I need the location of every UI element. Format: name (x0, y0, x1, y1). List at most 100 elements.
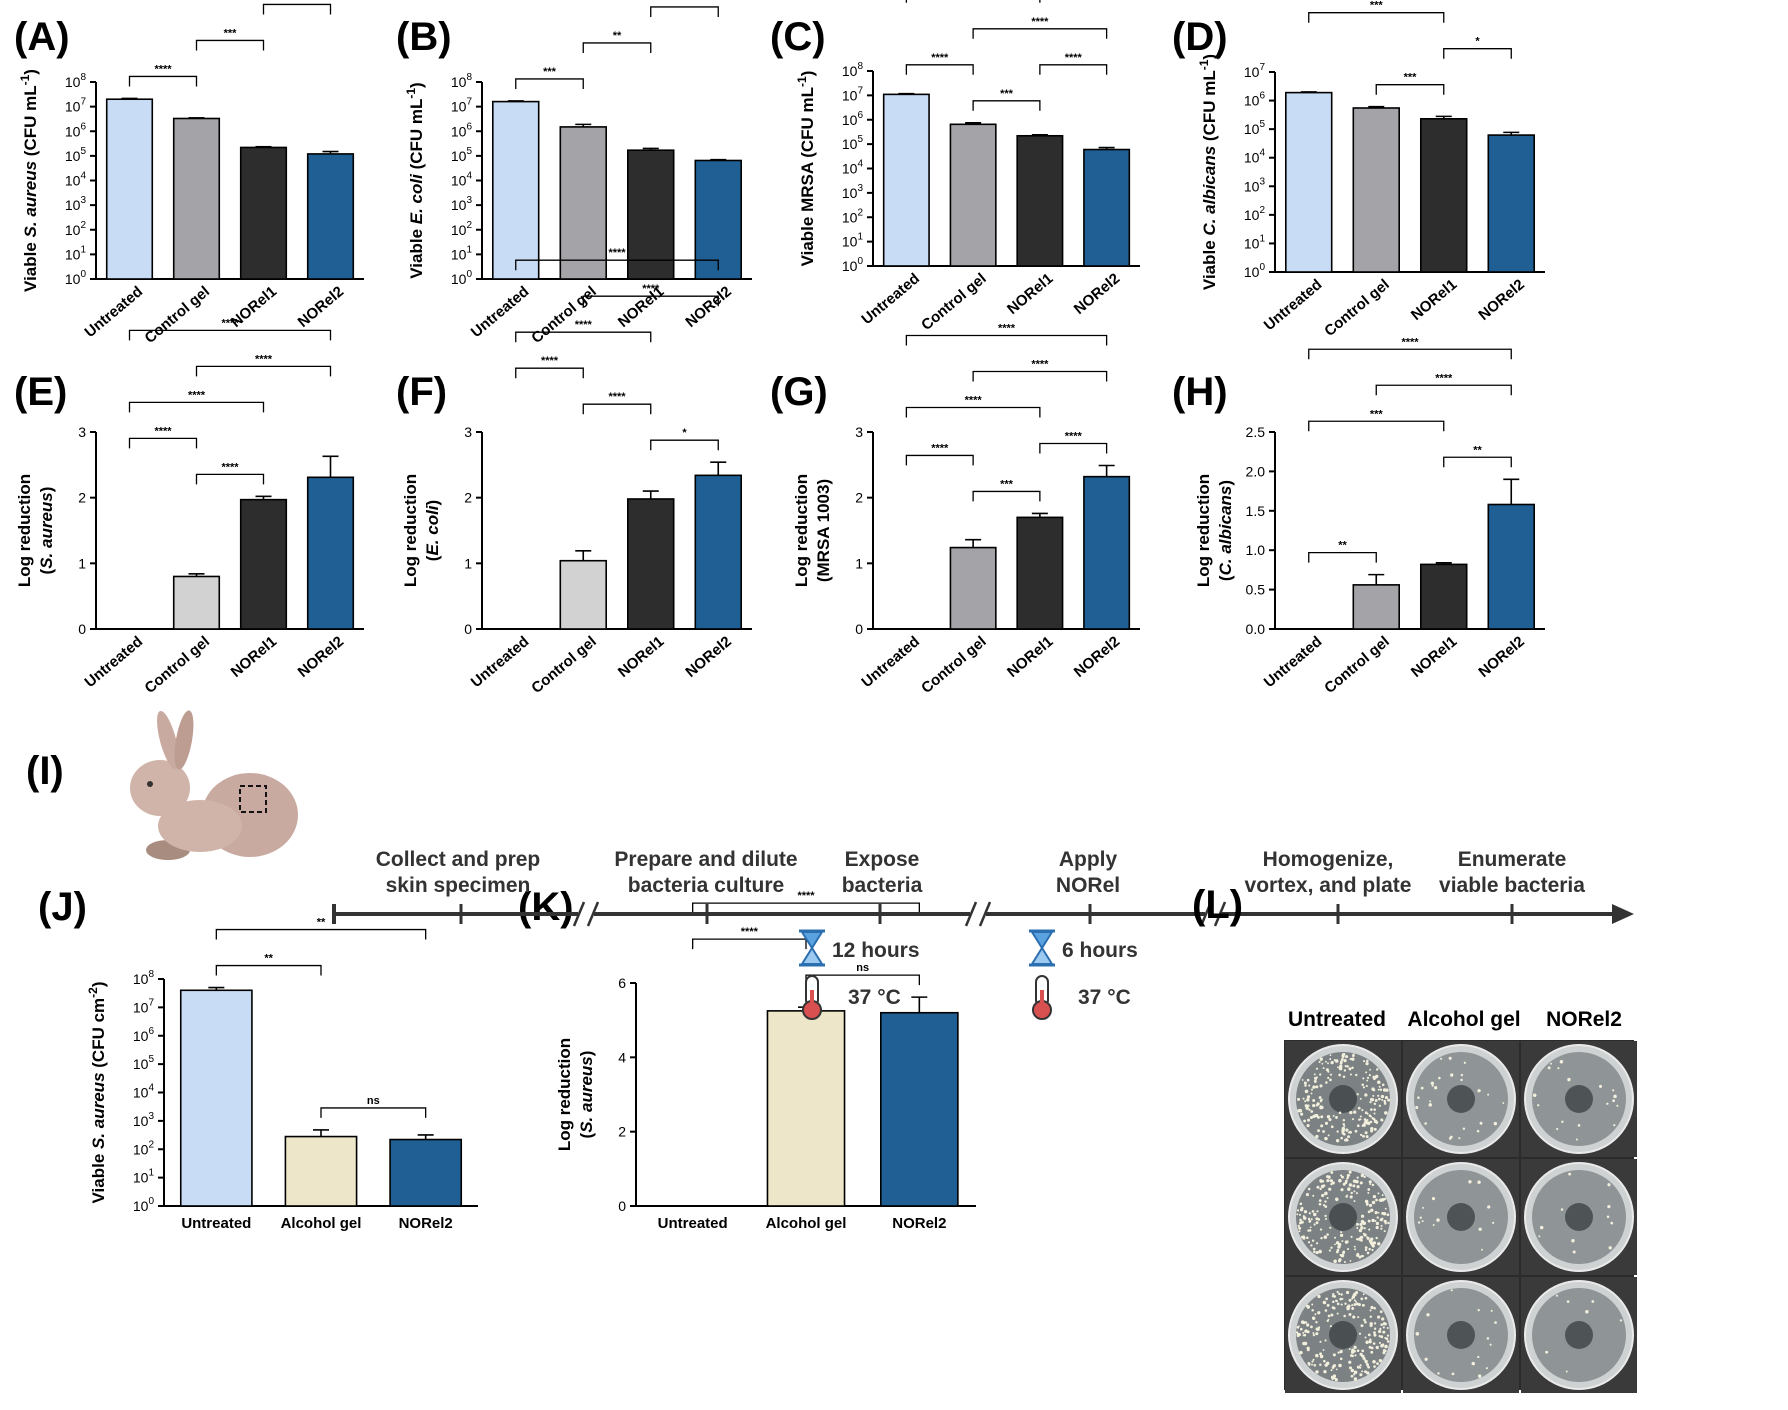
colony (1378, 1085, 1381, 1088)
colony (1370, 1097, 1375, 1102)
x-tick-label: NORel1 (228, 633, 280, 681)
colony (1315, 1321, 1318, 1324)
colony (1371, 1183, 1375, 1187)
y-tick-label: 102 (1244, 205, 1266, 223)
tick-base: 10 (451, 197, 467, 213)
x-tick-label: NORel1 (1408, 276, 1460, 324)
colony (1297, 1097, 1301, 1101)
colony (1315, 1332, 1319, 1336)
colony (1316, 1115, 1320, 1119)
colony (1374, 1211, 1378, 1215)
y-tick-label: 106 (133, 1026, 155, 1044)
colony (1341, 1052, 1346, 1057)
colony (1350, 1354, 1353, 1357)
tick-exponent: 5 (857, 134, 863, 145)
colony (1367, 1219, 1371, 1223)
colony (1485, 1367, 1488, 1370)
colony (1607, 1183, 1611, 1187)
colony (1565, 1370, 1568, 1373)
colony (1315, 1076, 1318, 1079)
tick-exponent: 8 (148, 969, 154, 980)
significance-bracket (1308, 348, 1512, 360)
bar-untreated (179, 989, 253, 1207)
tick-exponent: 8 (857, 61, 863, 72)
colony (1356, 1176, 1359, 1179)
colony (1346, 1065, 1349, 1068)
colony (1319, 1352, 1323, 1356)
x-tick-label: Alcohol gel (766, 1215, 847, 1232)
colony (1351, 1057, 1355, 1061)
colony (1337, 1259, 1342, 1263)
colony (1606, 1102, 1609, 1105)
x-tick-label: Untreated (858, 633, 923, 691)
colony (1336, 1302, 1340, 1306)
significance-bracket (1039, 64, 1108, 75)
colony (1341, 1240, 1344, 1243)
colony (1315, 1353, 1319, 1358)
y-tick-label: 1 (78, 555, 86, 571)
x-tick-label: Control gel (141, 283, 213, 347)
colony (1345, 1290, 1350, 1295)
tick-base: 10 (65, 246, 81, 262)
y-tick-label: 0 (464, 621, 472, 637)
colony (1299, 1327, 1303, 1331)
panel-g: (G) 0 1 2 3 Log reduction (MRSA 1003) Untreated… (770, 322, 1140, 697)
colony (1360, 1324, 1364, 1328)
colony (1312, 1103, 1316, 1108)
colony (1298, 1213, 1301, 1216)
tick-exponent: 2 (857, 207, 863, 218)
y-tick-label: 107 (1244, 62, 1266, 80)
colony (1324, 1214, 1327, 1218)
tick-base: 10 (451, 123, 467, 139)
colony (1342, 1250, 1346, 1253)
bar-norel2 (879, 1011, 959, 1207)
colony (1326, 1233, 1329, 1236)
colony (1487, 1205, 1491, 1209)
colony (1311, 1360, 1314, 1363)
colony (1364, 1246, 1368, 1249)
significance-bracket (692, 938, 807, 950)
colony (1325, 1297, 1328, 1301)
colony (1330, 1246, 1333, 1249)
colony (1298, 1230, 1301, 1233)
colony (1347, 1131, 1350, 1134)
colony (1301, 1079, 1304, 1081)
colony (1489, 1343, 1492, 1346)
colony (1313, 1250, 1316, 1254)
significance-label: **** (1031, 358, 1049, 370)
colony (1349, 1073, 1352, 1076)
colony (1381, 1119, 1384, 1122)
colony (1313, 1363, 1317, 1367)
colony (1330, 1369, 1333, 1372)
colony (1350, 1368, 1355, 1373)
y-axis-title-line: (MRSA 1003) (814, 479, 833, 582)
colony (1306, 1078, 1310, 1082)
colony (1338, 1064, 1343, 1069)
colony (1367, 1188, 1371, 1191)
colony (1373, 1365, 1376, 1368)
colony (1312, 1247, 1316, 1251)
colony (1359, 1181, 1363, 1185)
colony (1327, 1314, 1331, 1318)
tick-base: 10 (133, 1198, 149, 1214)
colony (1308, 1108, 1311, 1111)
panel-label-k: (K) (518, 885, 574, 929)
tick-exponent: 2 (1259, 205, 1265, 216)
agar-plate (1521, 1159, 1637, 1275)
y-axis-title-line: (S. aureus) (37, 487, 56, 575)
panel-label-e: (E) (14, 370, 67, 414)
y-tick-label: 103 (133, 1111, 155, 1129)
x-tick-label: Untreated (468, 633, 533, 691)
colony (1367, 1333, 1371, 1337)
colony (1340, 1136, 1343, 1140)
colony (1342, 1118, 1346, 1122)
significance-label: ** (1338, 540, 1347, 552)
significance-label: ns (856, 962, 869, 974)
colony (1365, 1084, 1368, 1088)
colony (1373, 1077, 1376, 1081)
significance-label: *** (1370, 0, 1384, 12)
colony (1317, 1311, 1321, 1315)
colony (1365, 1071, 1368, 1074)
significance-label: **** (541, 355, 559, 367)
